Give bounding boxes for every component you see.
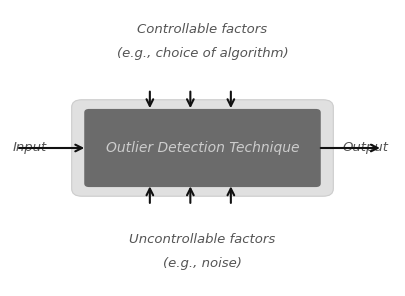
FancyBboxPatch shape — [84, 109, 321, 187]
Text: (e.g., noise): (e.g., noise) — [163, 257, 242, 270]
Text: Uncontrollable factors: Uncontrollable factors — [129, 233, 276, 246]
FancyBboxPatch shape — [72, 100, 333, 196]
Text: Input: Input — [12, 141, 47, 155]
Text: Output: Output — [343, 141, 389, 155]
Text: Outlier Detection Technique: Outlier Detection Technique — [106, 141, 299, 155]
Text: (e.g., choice of algorithm): (e.g., choice of algorithm) — [117, 47, 288, 60]
Text: Controllable factors: Controllable factors — [137, 23, 268, 36]
